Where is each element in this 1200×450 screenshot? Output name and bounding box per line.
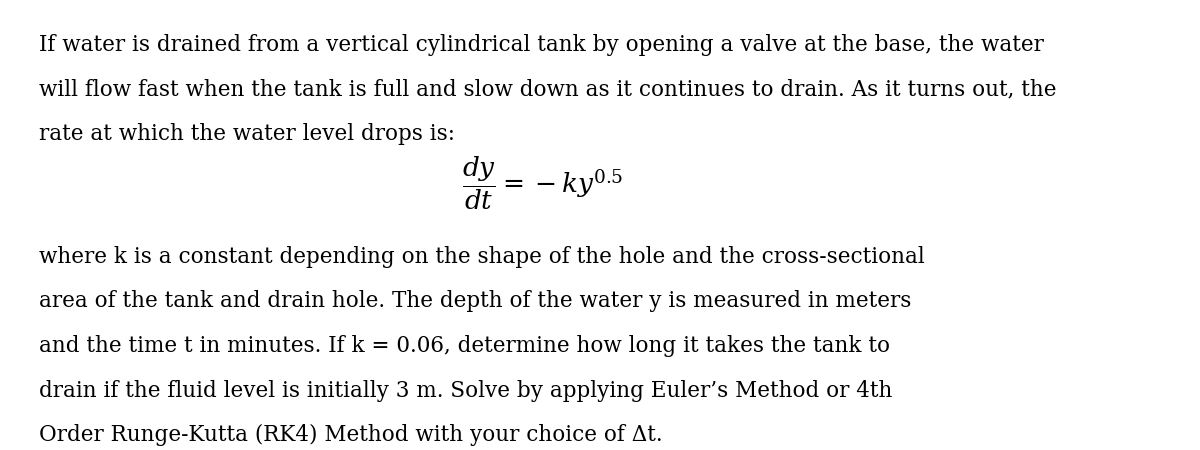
Text: rate at which the water level drops is:: rate at which the water level drops is: [40, 123, 455, 145]
Text: will flow fast when the tank is full and slow down as it continues to drain. As : will flow fast when the tank is full and… [40, 79, 1056, 101]
Text: If water is drained from a vertical cylindrical tank by opening a valve at the b: If water is drained from a vertical cyli… [40, 34, 1044, 56]
Text: $\dfrac{dy}{dt} = -ky^{0.5}$: $\dfrac{dy}{dt} = -ky^{0.5}$ [462, 155, 623, 212]
Text: and the time t in minutes. If k = 0.06, determine how long it takes the tank to: and the time t in minutes. If k = 0.06, … [40, 335, 890, 357]
Text: drain if the fluid level is initially 3 m. Solve by applying Euler’s Method or 4: drain if the fluid level is initially 3 … [40, 379, 893, 401]
Text: where k is a constant depending on the shape of the hole and the cross-sectional: where k is a constant depending on the s… [40, 246, 925, 268]
Text: Order Runge-Kutta (RK4) Method with your choice of Δt.: Order Runge-Kutta (RK4) Method with your… [40, 424, 662, 446]
Text: area of the tank and drain hole. The depth of the water y is measured in meters: area of the tank and drain hole. The dep… [40, 290, 912, 312]
